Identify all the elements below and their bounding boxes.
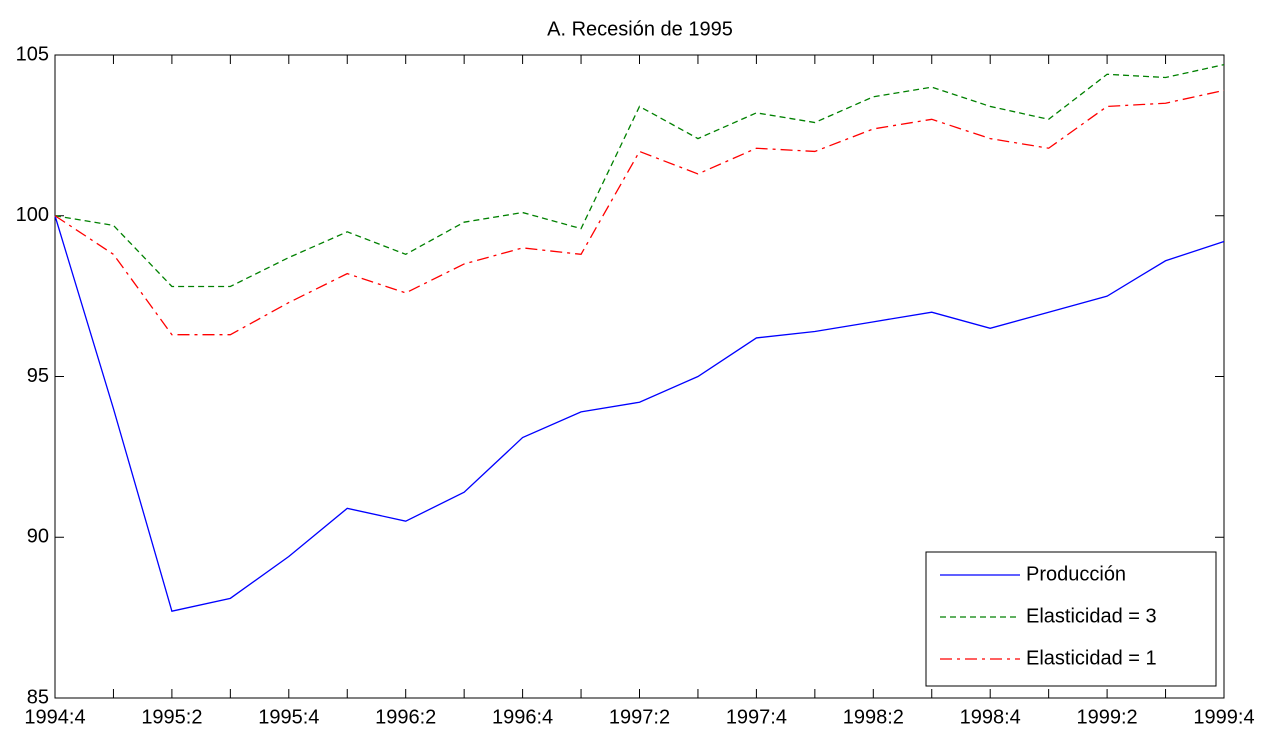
x-tick-label: 1996:4: [492, 706, 553, 728]
y-tick-label: 90: [27, 526, 49, 548]
legend-label: Elasticidad = 1: [1026, 647, 1157, 669]
legend: Producción Elasticidad = 3 Elasticidad = 1: [925, 551, 1217, 687]
x-tick-label: 1997:2: [609, 706, 670, 728]
series-line: [54, 215, 1225, 612]
x-tick-label: 1995:2: [141, 706, 202, 728]
x-tick-label: 1997:4: [726, 706, 787, 728]
x-tick-label: 1999:2: [1077, 706, 1138, 728]
x-tick-label: 1995:4: [258, 706, 319, 728]
series-line: [54, 64, 1225, 288]
x-tick-label: 1998:2: [843, 706, 904, 728]
legend-label: Producción: [1026, 563, 1126, 585]
y-tick-label: 95: [27, 365, 49, 387]
series-line: [54, 89, 1225, 336]
y-tick-label: 85: [27, 686, 49, 708]
x-tick-label: 1998:4: [960, 706, 1021, 728]
x-tick-label: 1999:4: [1193, 706, 1254, 728]
legend-label: Elasticidad = 3: [1026, 605, 1157, 627]
y-tick-label: 100: [16, 204, 49, 226]
chart-title: A. Recesión de 1995: [547, 18, 733, 40]
x-tick-label: 1994:4: [24, 706, 85, 728]
y-tick-label: 105: [16, 43, 49, 65]
legend-box: [925, 551, 1217, 687]
x-tick-label: 1996:2: [375, 706, 436, 728]
